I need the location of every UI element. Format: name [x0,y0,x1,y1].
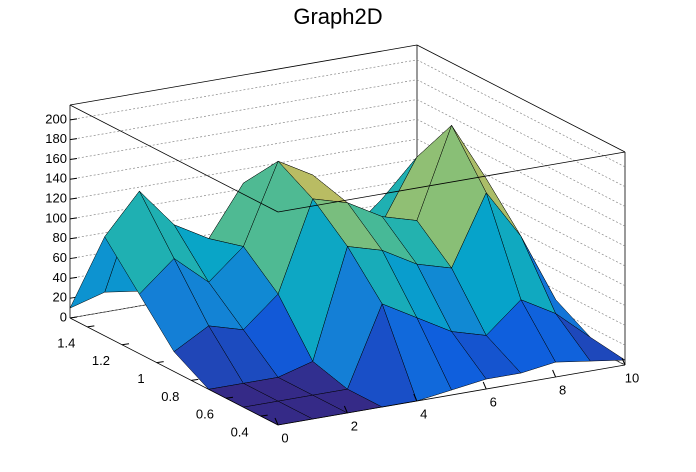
z-tick [69,237,78,240]
z-tick [69,257,78,260]
box-edge [69,104,279,213]
y-tick [87,325,95,328]
z-tick-label: 200 [45,111,67,126]
grid-line [69,118,626,227]
z-tick [69,118,78,121]
y-tick [156,361,164,364]
x-tick-label: 8 [559,382,566,397]
x-tick [552,369,557,378]
chart-title: Graph2D [293,4,382,29]
x-tick-label: 2 [351,418,358,433]
box-edge [69,317,279,426]
box-edge [277,151,626,213]
z-tick [69,157,78,160]
x-tick-label: 0 [281,430,288,445]
y-tick-label: 0.6 [196,407,214,422]
grid-line [69,79,626,187]
y-tick-label: 1 [137,371,144,386]
y-tick-label: 1.2 [92,353,110,368]
z-tick [69,217,78,220]
box-edge [69,44,418,106]
y-tick-label: 0.4 [231,425,249,440]
z-tick-label: 60 [53,250,67,265]
z-tick [69,197,78,200]
y-tick [121,343,130,346]
x-tick-label: 6 [490,394,497,409]
y-tick [260,414,268,417]
x-tick [413,393,418,402]
x-tick [482,381,487,390]
y-tick-label: 0.8 [161,389,179,404]
z-tick-label: 160 [45,151,67,166]
z-tick-label: 80 [53,230,67,245]
y-tick [191,378,199,381]
grid-line [69,138,626,247]
z-tick [69,316,78,319]
x-tick-label: 10 [625,370,639,385]
z-tick-label: 140 [45,171,67,186]
x-tick [343,405,348,414]
y-tick-label: 1.4 [57,335,75,350]
z-tick [69,138,78,141]
z-tick-label: 180 [45,131,67,146]
grid-line [69,59,626,168]
x-tick-label: 4 [420,406,427,421]
z-tick [69,177,78,180]
box-edge [277,364,626,426]
z-tick-label: 20 [53,290,67,305]
box-edge [416,44,626,153]
z-tick-label: 0 [60,309,67,324]
x-tick [274,417,279,426]
z-tick-label: 120 [45,191,67,206]
z-tick-label: 40 [53,270,67,285]
z-tick [69,276,78,279]
x-tick [621,357,626,366]
y-tick [225,396,234,399]
grid-line [69,99,626,207]
z-tick-label: 100 [45,210,67,225]
